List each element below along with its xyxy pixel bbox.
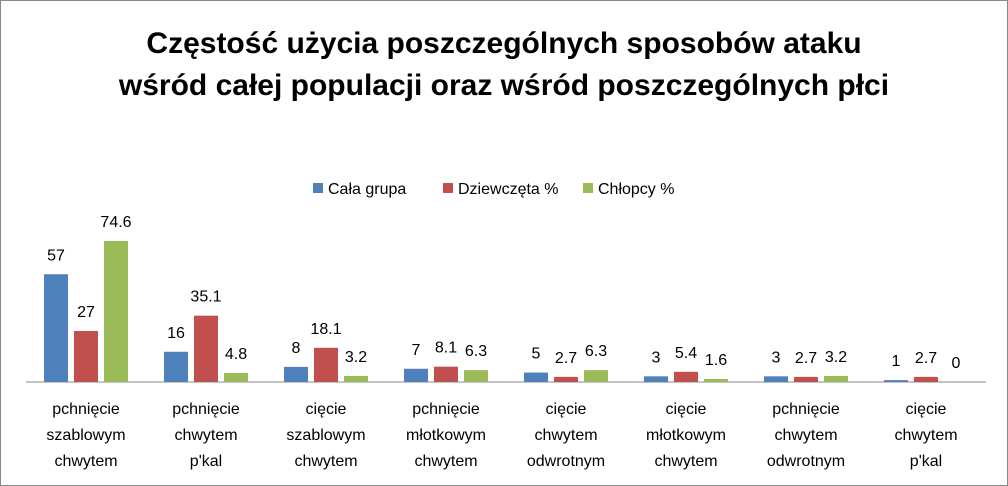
bar — [644, 376, 668, 382]
legend-swatch — [583, 183, 593, 193]
data-label: 0 — [952, 355, 961, 372]
legend-swatch — [313, 183, 323, 193]
x-tick-label: pchnięcie młotkowym chwytem — [405, 401, 486, 470]
bar — [44, 274, 68, 382]
bar — [554, 376, 578, 382]
bar — [764, 376, 788, 382]
data-label: 3 — [652, 349, 661, 366]
bar — [434, 366, 458, 382]
bar — [194, 315, 218, 382]
data-label: 1.6 — [705, 352, 727, 369]
data-label: 8 — [292, 340, 301, 357]
data-label: 2.7 — [915, 350, 937, 367]
data-label: 6.3 — [585, 343, 607, 360]
data-label: 6.3 — [465, 343, 487, 360]
bar — [104, 241, 128, 382]
bar — [704, 378, 728, 382]
bar — [674, 371, 698, 382]
data-label: 8.1 — [435, 340, 457, 357]
bar — [284, 366, 308, 382]
bar — [224, 372, 248, 382]
data-label: 3.2 — [345, 349, 367, 366]
bar — [824, 375, 848, 382]
x-tick-label: pchnięcie szablowym chwytem — [46, 401, 126, 470]
data-label: 3 — [772, 349, 781, 366]
bar — [914, 376, 938, 382]
data-label: 27 — [77, 304, 95, 321]
data-label: 2.7 — [555, 350, 577, 367]
bar — [74, 330, 98, 382]
data-label: 16 — [167, 325, 185, 342]
bar — [584, 370, 608, 382]
bar — [344, 375, 368, 382]
data-label: 3.2 — [825, 349, 847, 366]
x-tick-label: cięcie młotkowym chwytem — [645, 401, 726, 470]
legend-label: Cała grupa — [328, 181, 406, 198]
bar — [524, 372, 548, 382]
x-tick-label: cięcie chwytem odwrotnym — [526, 401, 606, 470]
bar — [404, 368, 428, 382]
data-label: 74.6 — [100, 214, 131, 231]
data-label: 4.8 — [225, 346, 247, 363]
bar — [464, 370, 488, 382]
x-tick-label: cięcie szablowym chwytem — [286, 401, 366, 470]
x-tick-label: cięcie chwytem p'kal — [894, 401, 958, 470]
x-tick-label: pchnięcie chwytem p'kal — [172, 401, 240, 470]
bar — [794, 376, 818, 382]
data-label: 5 — [532, 346, 541, 363]
x-tick-label: pchnięcie chwytem odwrotnym — [766, 401, 846, 470]
legend-label: Dziewczęta % — [458, 181, 558, 198]
data-label: 57 — [47, 247, 65, 264]
data-label: 18.1 — [310, 321, 341, 338]
data-label: 7 — [412, 342, 421, 359]
bar — [884, 380, 908, 382]
data-label: 5.4 — [675, 345, 697, 362]
data-label: 35.1 — [190, 289, 221, 306]
chart-title: Częstość użycia poszczególnych sposobów … — [118, 27, 890, 102]
bar — [164, 351, 188, 382]
legend-swatch — [443, 183, 453, 193]
data-label: 1 — [892, 353, 901, 370]
legend-label: Chłopcy % — [598, 181, 674, 198]
bar — [314, 347, 338, 382]
data-label: 2.7 — [795, 350, 817, 367]
